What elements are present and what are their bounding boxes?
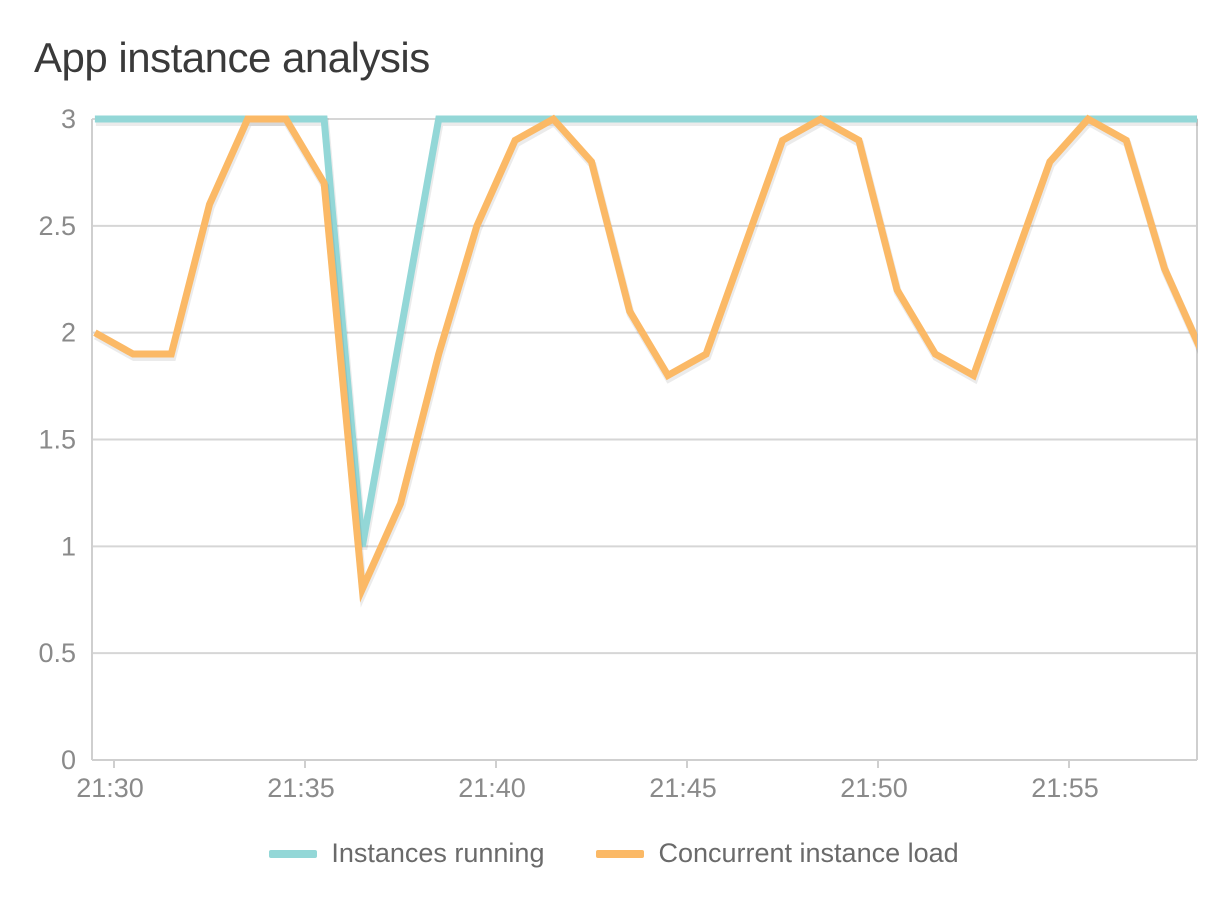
legend-label-instances-running: Instances running: [331, 838, 545, 868]
y-tick-label-1: 0.5: [38, 638, 76, 668]
y-tick-label-4: 2: [61, 318, 76, 348]
y-tick-label-3: 1.5: [38, 425, 76, 455]
x-axis-ticks: 21:30 21:35 21:40 21:45 21:50 21:55: [76, 760, 1099, 803]
legend-swatch-concurrent-instance-load: [596, 849, 645, 858]
x-tick-label-4: 21:50: [840, 773, 908, 803]
legend-item-concurrent-instance-load[interactable]: Concurrent instance load: [596, 838, 959, 869]
y-tick-label-0: 0: [61, 745, 76, 775]
y-axis-ticks: 0 0.5 1 1.5 2 2.5 3: [38, 104, 76, 775]
x-tick-label-3: 21:45: [649, 773, 717, 803]
grid-lines: [92, 118, 1197, 655]
x-tick-label-0: 21:30: [76, 773, 144, 803]
y-tick-label-2: 1: [61, 531, 76, 561]
legend-swatch-instances-running: [269, 849, 318, 858]
chart-legend: Instances running Concurrent instance lo…: [0, 838, 1228, 869]
legend-label-concurrent-instance-load: Concurrent instance load: [658, 838, 959, 868]
x-tick-label-1: 21:35: [267, 773, 335, 803]
y-tick-label-6: 3: [61, 104, 76, 134]
x-tick-label-5: 21:55: [1031, 773, 1099, 803]
y-tick-label-5: 2.5: [38, 211, 76, 241]
legend-item-instances-running[interactable]: Instances running: [269, 838, 544, 869]
axes: [91, 119, 1198, 761]
x-tick-label-2: 21:40: [458, 773, 526, 803]
series-lines: [93, 114, 1203, 608]
series-line-concurrent-instance-load[interactable]: [93, 114, 1203, 603]
chart-title: App instance analysis: [34, 34, 430, 81]
